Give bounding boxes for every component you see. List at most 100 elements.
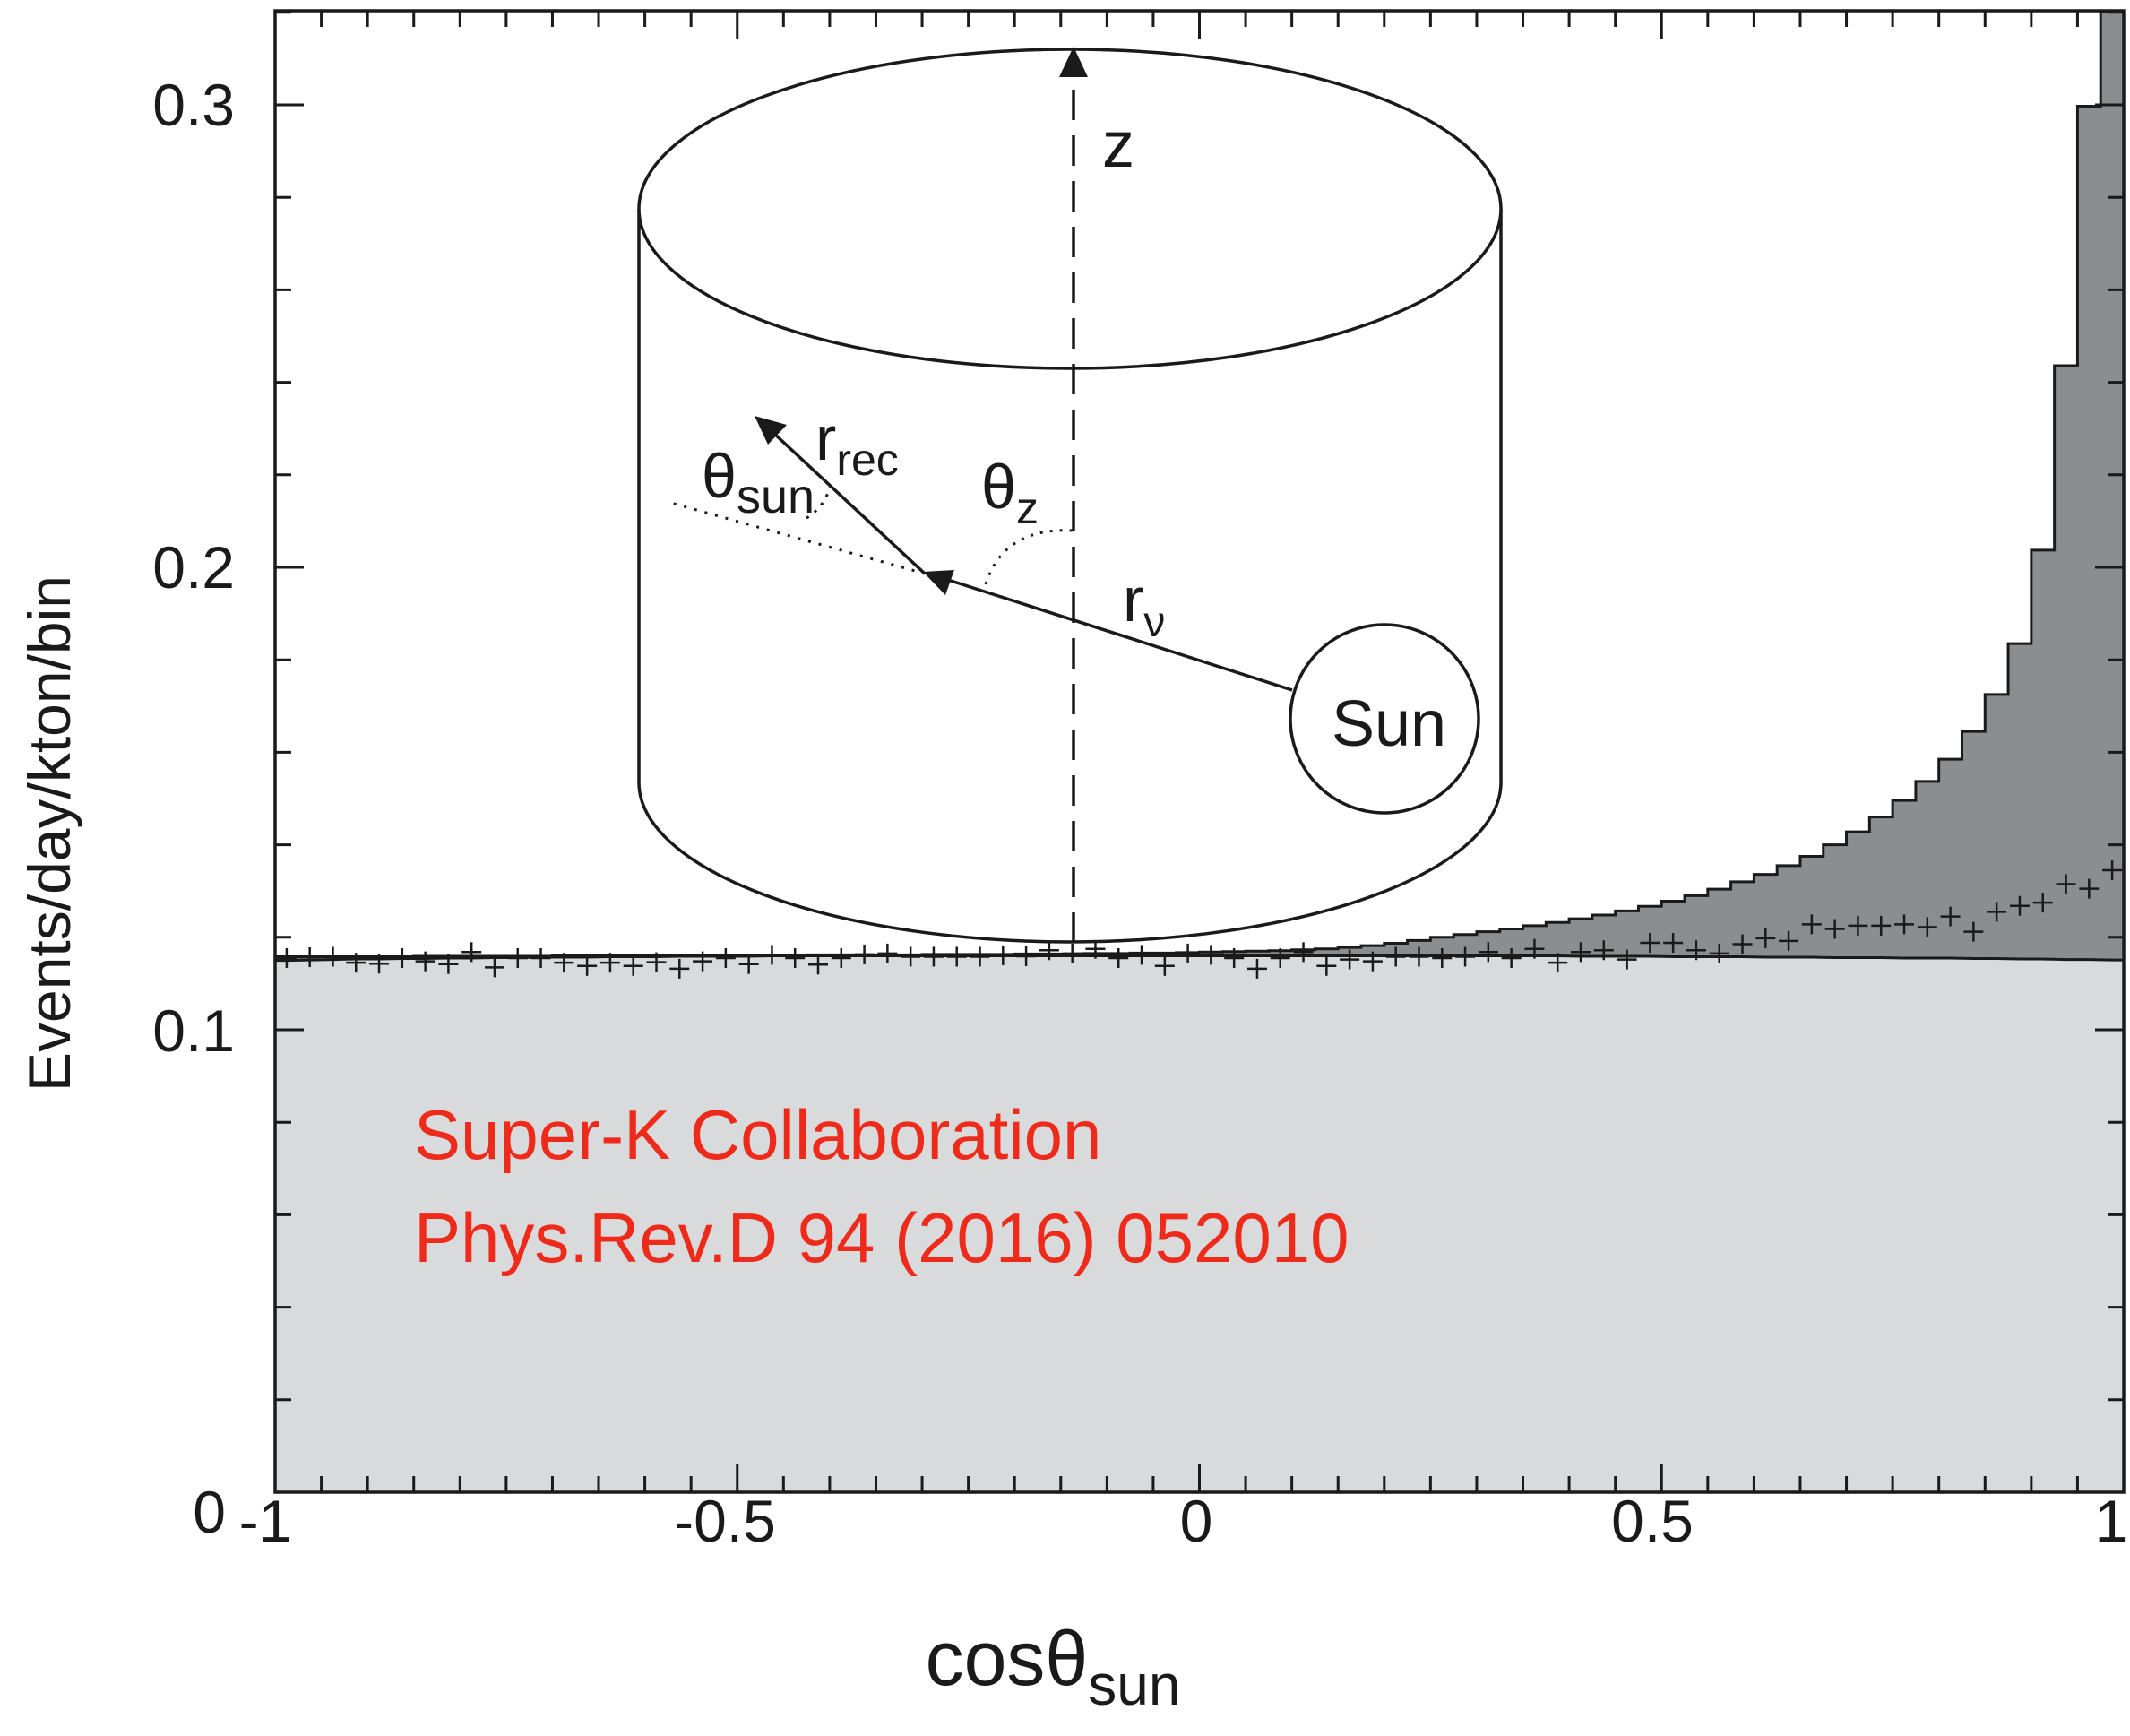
data-point [415, 951, 435, 972]
background-bar [1938, 958, 1963, 1492]
data-point [2032, 893, 2053, 913]
data-point [993, 945, 1013, 965]
background-bar [1638, 955, 1662, 1492]
inset-labels: z θsun rrec θz rν Sun [702, 109, 1446, 760]
data-point [901, 946, 921, 967]
background-bar [1199, 955, 1223, 1492]
data-point [1501, 948, 1522, 969]
background-bar [1130, 955, 1154, 1492]
background-bar [1014, 955, 1039, 1492]
background-bar [298, 960, 323, 1492]
data-point [276, 948, 297, 969]
background-bar [668, 955, 692, 1492]
data-point [1709, 943, 1729, 963]
background-bar [922, 955, 946, 1492]
y-tick-label: 0.1 [152, 998, 235, 1064]
background-bar [944, 955, 970, 1492]
data-point [1409, 946, 1429, 967]
background-bar [599, 956, 623, 1492]
data-point [554, 953, 574, 973]
data-point [1455, 946, 1476, 967]
background-bar [1037, 955, 1062, 1492]
data-point [1201, 945, 1221, 965]
r-nu-label: rν [1123, 565, 1165, 646]
data-point [1478, 942, 1498, 963]
background-bar [1407, 955, 1431, 1492]
data-point [530, 948, 551, 969]
data-point [923, 946, 944, 967]
data-point [1848, 915, 1868, 936]
background-bar [552, 956, 576, 1492]
data-point [1246, 958, 1267, 979]
background-bar [1453, 955, 1478, 1492]
background-bar [1083, 955, 1108, 1492]
data-point [1548, 953, 1568, 973]
background-bar [505, 957, 530, 1492]
data-point [1340, 949, 1360, 970]
background-bar [1268, 955, 1293, 1492]
background-bar [2100, 960, 2124, 1492]
background-bar [367, 959, 392, 1492]
neutrino-arrowhead [923, 570, 954, 595]
background-bar [1522, 955, 1547, 1492]
data-point [438, 954, 459, 974]
background-bar [644, 956, 668, 1492]
data-point [1524, 938, 1545, 959]
x-tick-label: -1 [239, 1488, 292, 1554]
background-bar [575, 956, 599, 1492]
z-axis-arrowhead [1059, 47, 1088, 77]
data-point [1617, 949, 1637, 970]
data-point [1385, 946, 1406, 967]
data-point [877, 943, 898, 963]
theta-sun-label: θsun [702, 441, 815, 523]
data-point [1871, 915, 1892, 936]
y-tick-label: 0 [193, 1479, 226, 1545]
annotation-collaboration: Super-K Collaboration [414, 1095, 1101, 1174]
background-bar [1384, 955, 1409, 1492]
background-bar [413, 958, 438, 1492]
background-bar [829, 955, 854, 1492]
data-point [1987, 902, 2007, 922]
background-bar [1569, 955, 1593, 1492]
background-bar [1707, 956, 1732, 1492]
data-point [1270, 948, 1290, 969]
x-tick-labels: -1 -0.5 0 0.5 1 [239, 1488, 2128, 1554]
background-bar [1661, 956, 1686, 1492]
data-point [1293, 942, 1314, 963]
neutrino-direction-line [947, 578, 1293, 692]
background-bar [1152, 955, 1177, 1492]
x-tick-label: 0.5 [1611, 1488, 1694, 1554]
background-bar [1361, 955, 1385, 1492]
recoil-arrowhead [755, 416, 787, 445]
background-bar [968, 955, 993, 1492]
data-point [1039, 940, 1059, 961]
background-bar [436, 958, 461, 1492]
background-bar [529, 956, 554, 1492]
z-axis-label: z [1102, 109, 1134, 181]
cylinder-body [637, 209, 1503, 944]
data-point [1154, 955, 1175, 976]
background-bar [483, 957, 507, 1492]
background-bar [621, 956, 646, 1492]
annotation: Super-K Collaboration Phys.Rev.D 94 (201… [414, 1095, 1350, 1277]
background-bar [806, 955, 831, 1492]
data-point [623, 955, 643, 976]
background-bar [1476, 955, 1501, 1492]
data-point [762, 945, 782, 965]
background-bar [737, 955, 762, 1492]
background-bar [1546, 955, 1570, 1492]
data-point [715, 948, 736, 969]
background-bar [1869, 957, 1893, 1492]
data-point [1779, 930, 1799, 951]
data-point [392, 948, 412, 969]
data-point [946, 946, 967, 967]
data-point [346, 953, 366, 973]
background-bar [2031, 959, 2056, 1492]
background-bar [2054, 959, 2079, 1492]
data-point [1570, 942, 1591, 963]
data-point [970, 946, 990, 967]
background-bar [991, 955, 1015, 1492]
x-axis-label: cosθsun [926, 1616, 1181, 1717]
data-point [484, 957, 504, 978]
